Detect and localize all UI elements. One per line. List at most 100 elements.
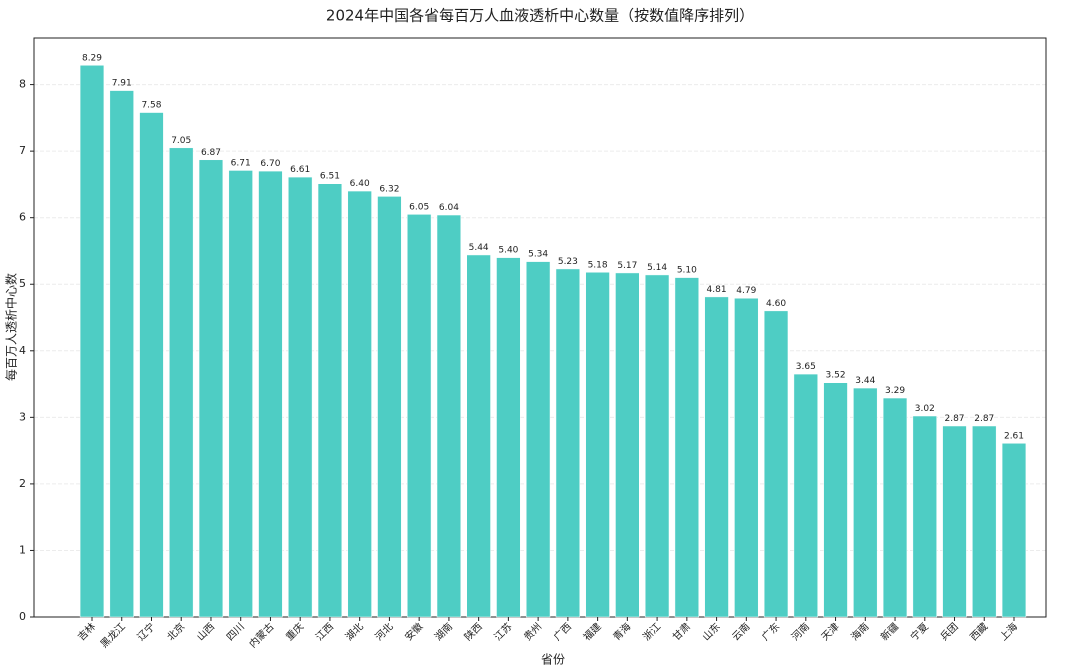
value-label: 3.29 [885,386,905,396]
bar [853,387,878,618]
bar [1001,443,1027,618]
x-tick-label: 青海 [610,620,633,643]
value-label: 6.61 [290,165,310,175]
bar [198,159,224,618]
chart-title: 2024年中国各省每百万人血液透析中心数量（按数值降序排列） [326,7,754,25]
x-tick-label: 四川 [225,621,247,643]
value-label: 3.44 [855,376,875,386]
x-tick-label: 福建 [580,620,603,643]
value-label: 6.87 [201,148,221,158]
bar [525,261,551,618]
x-tick-label: 广东 [759,620,782,643]
y-tick-label: 5 [19,277,26,290]
bar [823,382,848,618]
x-tick-label: 天津 [819,621,842,644]
value-label: 8.29 [82,53,102,63]
x-tick-label: 山西 [194,621,217,644]
value-label: 5.40 [498,246,518,256]
y-tick-label: 8 [19,78,26,91]
value-label: 4.60 [766,299,786,309]
x-tick-label: 山东 [699,620,722,643]
bar [912,415,937,618]
bar [288,176,313,618]
value-label: 5.10 [677,266,697,276]
value-label: 5.14 [647,263,667,273]
bar [734,297,759,618]
x-tick-label: 北京 [164,620,187,643]
bar [377,196,402,618]
y-axis-label: 每百万人透析中心数 [4,273,19,381]
bar [228,170,253,618]
bar [882,397,908,618]
value-label: 7.91 [112,79,132,89]
x-tick-label: 甘肃 [670,620,693,643]
x-tick-label: 浙江 [641,621,664,644]
bar [942,425,967,618]
bar [585,272,610,618]
bar [466,254,491,618]
y-tick-label: 1 [19,543,26,556]
x-tick-label: 陕西 [461,620,484,643]
x-tick-label: 广西 [551,621,574,644]
value-label: 3.02 [915,404,935,414]
bar [317,183,343,618]
y-tick-label: 7 [19,144,26,157]
value-label: 4.81 [707,285,727,295]
bar [793,373,818,618]
value-label: 3.65 [796,362,816,372]
x-tick-label: 江西 [313,621,336,644]
value-label: 2.61 [1004,431,1024,441]
value-label: 7.58 [141,101,161,111]
bar [615,272,640,618]
x-tick-label: 内蒙古 [246,620,276,650]
bar [407,214,432,618]
y-tick-label: 2 [19,477,26,490]
bar [704,296,729,618]
value-label: 6.05 [409,202,429,212]
bar [139,112,164,618]
value-label: 5.44 [469,243,489,253]
x-tick-label: 兵团 [937,620,960,643]
value-label: 4.79 [736,286,756,296]
x-tick-label: 河北 [373,621,396,644]
x-tick-label: 贵州 [521,620,544,643]
y-tick-label: 0 [19,610,26,623]
value-label: 6.40 [350,179,370,189]
bar [644,274,670,618]
bar [347,190,372,618]
x-tick-label: 辽宁 [134,620,157,643]
value-label: 5.23 [558,257,578,267]
value-label: 6.32 [379,184,399,194]
x-tick-label: 宁夏 [908,620,931,643]
y-tick-label: 3 [19,410,26,423]
bar [79,65,105,618]
x-tick-label: 西藏 [968,621,991,644]
bar [109,90,134,618]
bar [555,268,581,618]
bar [436,214,462,618]
x-tick-label: 云南 [729,620,752,643]
bar [674,277,699,618]
value-label: 5.17 [617,261,637,271]
x-tick-label: 海南 [848,620,871,643]
value-label: 6.04 [439,203,459,213]
bar [763,310,789,618]
value-label: 6.70 [260,159,280,169]
value-label: 5.18 [588,260,608,270]
value-label: 2.87 [974,414,994,424]
bar [496,257,521,618]
value-label: 7.05 [171,136,191,146]
x-tick-label: 上海 [997,620,1020,643]
bar [972,425,997,618]
value-label: 3.52 [826,371,846,381]
y-tick-label: 4 [19,344,26,357]
value-label: 5.34 [528,250,548,260]
x-tick-label: 河南 [789,620,812,643]
x-tick-label: 湖北 [343,621,366,644]
x-tick-label: 湖南 [432,620,455,643]
value-label: 6.71 [231,158,251,168]
x-axis-label: 省份 [541,653,565,667]
value-label: 6.51 [320,172,340,182]
x-tick-label: 新疆 [878,620,901,643]
